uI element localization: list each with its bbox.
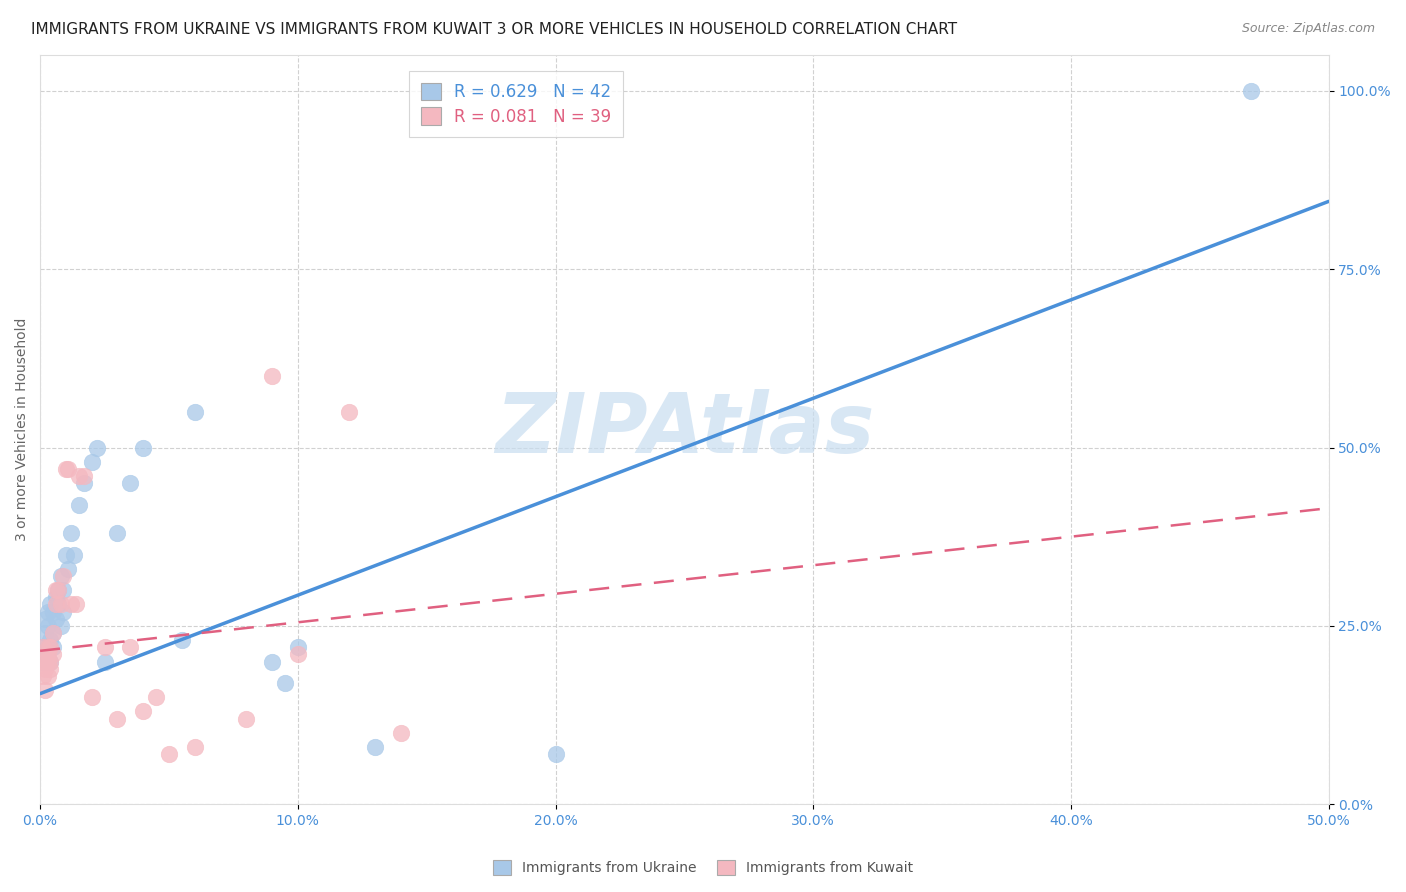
Point: [544, 747, 567, 762]
Point: [73, 476, 96, 491]
Point: [37, 640, 59, 655]
Point: [58, 562, 80, 576]
Text: ZIPAtlas: ZIPAtlas: [495, 389, 875, 470]
Point: [34, 655, 56, 669]
Point: [39, 633, 62, 648]
Point: [145, 690, 167, 705]
Point: [120, 640, 142, 655]
Point: [364, 740, 387, 755]
Point: [45, 612, 67, 626]
Point: [67, 469, 90, 483]
Point: [46, 583, 69, 598]
Point: [184, 740, 207, 755]
Point: [389, 726, 412, 740]
Point: [337, 405, 360, 419]
Point: [46, 598, 69, 612]
Point: [34, 648, 56, 662]
Point: [37, 648, 59, 662]
Point: [170, 633, 193, 648]
Point: [39, 598, 62, 612]
Point: [62, 548, 84, 562]
Point: [287, 640, 309, 655]
Point: [39, 655, 62, 669]
Point: [93, 655, 115, 669]
Point: [55, 462, 77, 476]
Point: [37, 619, 59, 633]
Point: [34, 626, 56, 640]
Point: [49, 598, 72, 612]
Point: [93, 640, 115, 655]
Point: [42, 626, 65, 640]
Point: [31, 640, 53, 655]
Point: [45, 591, 67, 605]
Point: [37, 605, 59, 619]
Point: [46, 583, 69, 598]
Point: [260, 369, 283, 384]
Point: [31, 655, 53, 669]
Point: [260, 655, 283, 669]
Point: [34, 612, 56, 626]
Point: [73, 469, 96, 483]
Point: [52, 605, 75, 619]
Point: [37, 640, 59, 655]
Point: [42, 648, 65, 662]
Point: [132, 705, 155, 719]
Point: [49, 619, 72, 633]
Point: [107, 712, 129, 726]
Legend: R = 0.629   N = 42, R = 0.081   N = 39: R = 0.629 N = 42, R = 0.081 N = 39: [409, 71, 623, 137]
Point: [67, 498, 90, 512]
Point: [184, 405, 207, 419]
Y-axis label: 3 or more Vehicles in Household: 3 or more Vehicles in Household: [15, 318, 30, 541]
Point: [42, 605, 65, 619]
Point: [45, 583, 67, 598]
Point: [34, 683, 56, 698]
Point: [120, 476, 142, 491]
Point: [80, 455, 103, 469]
Point: [31, 640, 53, 655]
Point: [42, 640, 65, 655]
Point: [39, 662, 62, 676]
Point: [132, 441, 155, 455]
Point: [52, 583, 75, 598]
Point: [65, 598, 87, 612]
Point: [1240, 84, 1263, 98]
Point: [157, 747, 180, 762]
Point: [86, 441, 108, 455]
Point: [55, 548, 77, 562]
Legend: Immigrants from Ukraine, Immigrants from Kuwait: Immigrants from Ukraine, Immigrants from…: [486, 855, 920, 880]
Point: [31, 669, 53, 683]
Point: [274, 676, 297, 690]
Point: [49, 569, 72, 583]
Point: [60, 526, 83, 541]
Point: [235, 712, 257, 726]
Point: [37, 669, 59, 683]
Point: [39, 655, 62, 669]
Point: [34, 662, 56, 676]
Point: [287, 648, 309, 662]
Point: [31, 655, 53, 669]
Text: Source: ZipAtlas.com: Source: ZipAtlas.com: [1241, 22, 1375, 36]
Text: IMMIGRANTS FROM UKRAINE VS IMMIGRANTS FROM KUWAIT 3 OR MORE VEHICLES IN HOUSEHOL: IMMIGRANTS FROM UKRAINE VS IMMIGRANTS FR…: [31, 22, 957, 37]
Point: [45, 598, 67, 612]
Point: [37, 655, 59, 669]
Point: [39, 640, 62, 655]
Point: [58, 462, 80, 476]
Point: [107, 526, 129, 541]
Point: [80, 690, 103, 705]
Point: [52, 569, 75, 583]
Point: [42, 626, 65, 640]
Point: [60, 598, 83, 612]
